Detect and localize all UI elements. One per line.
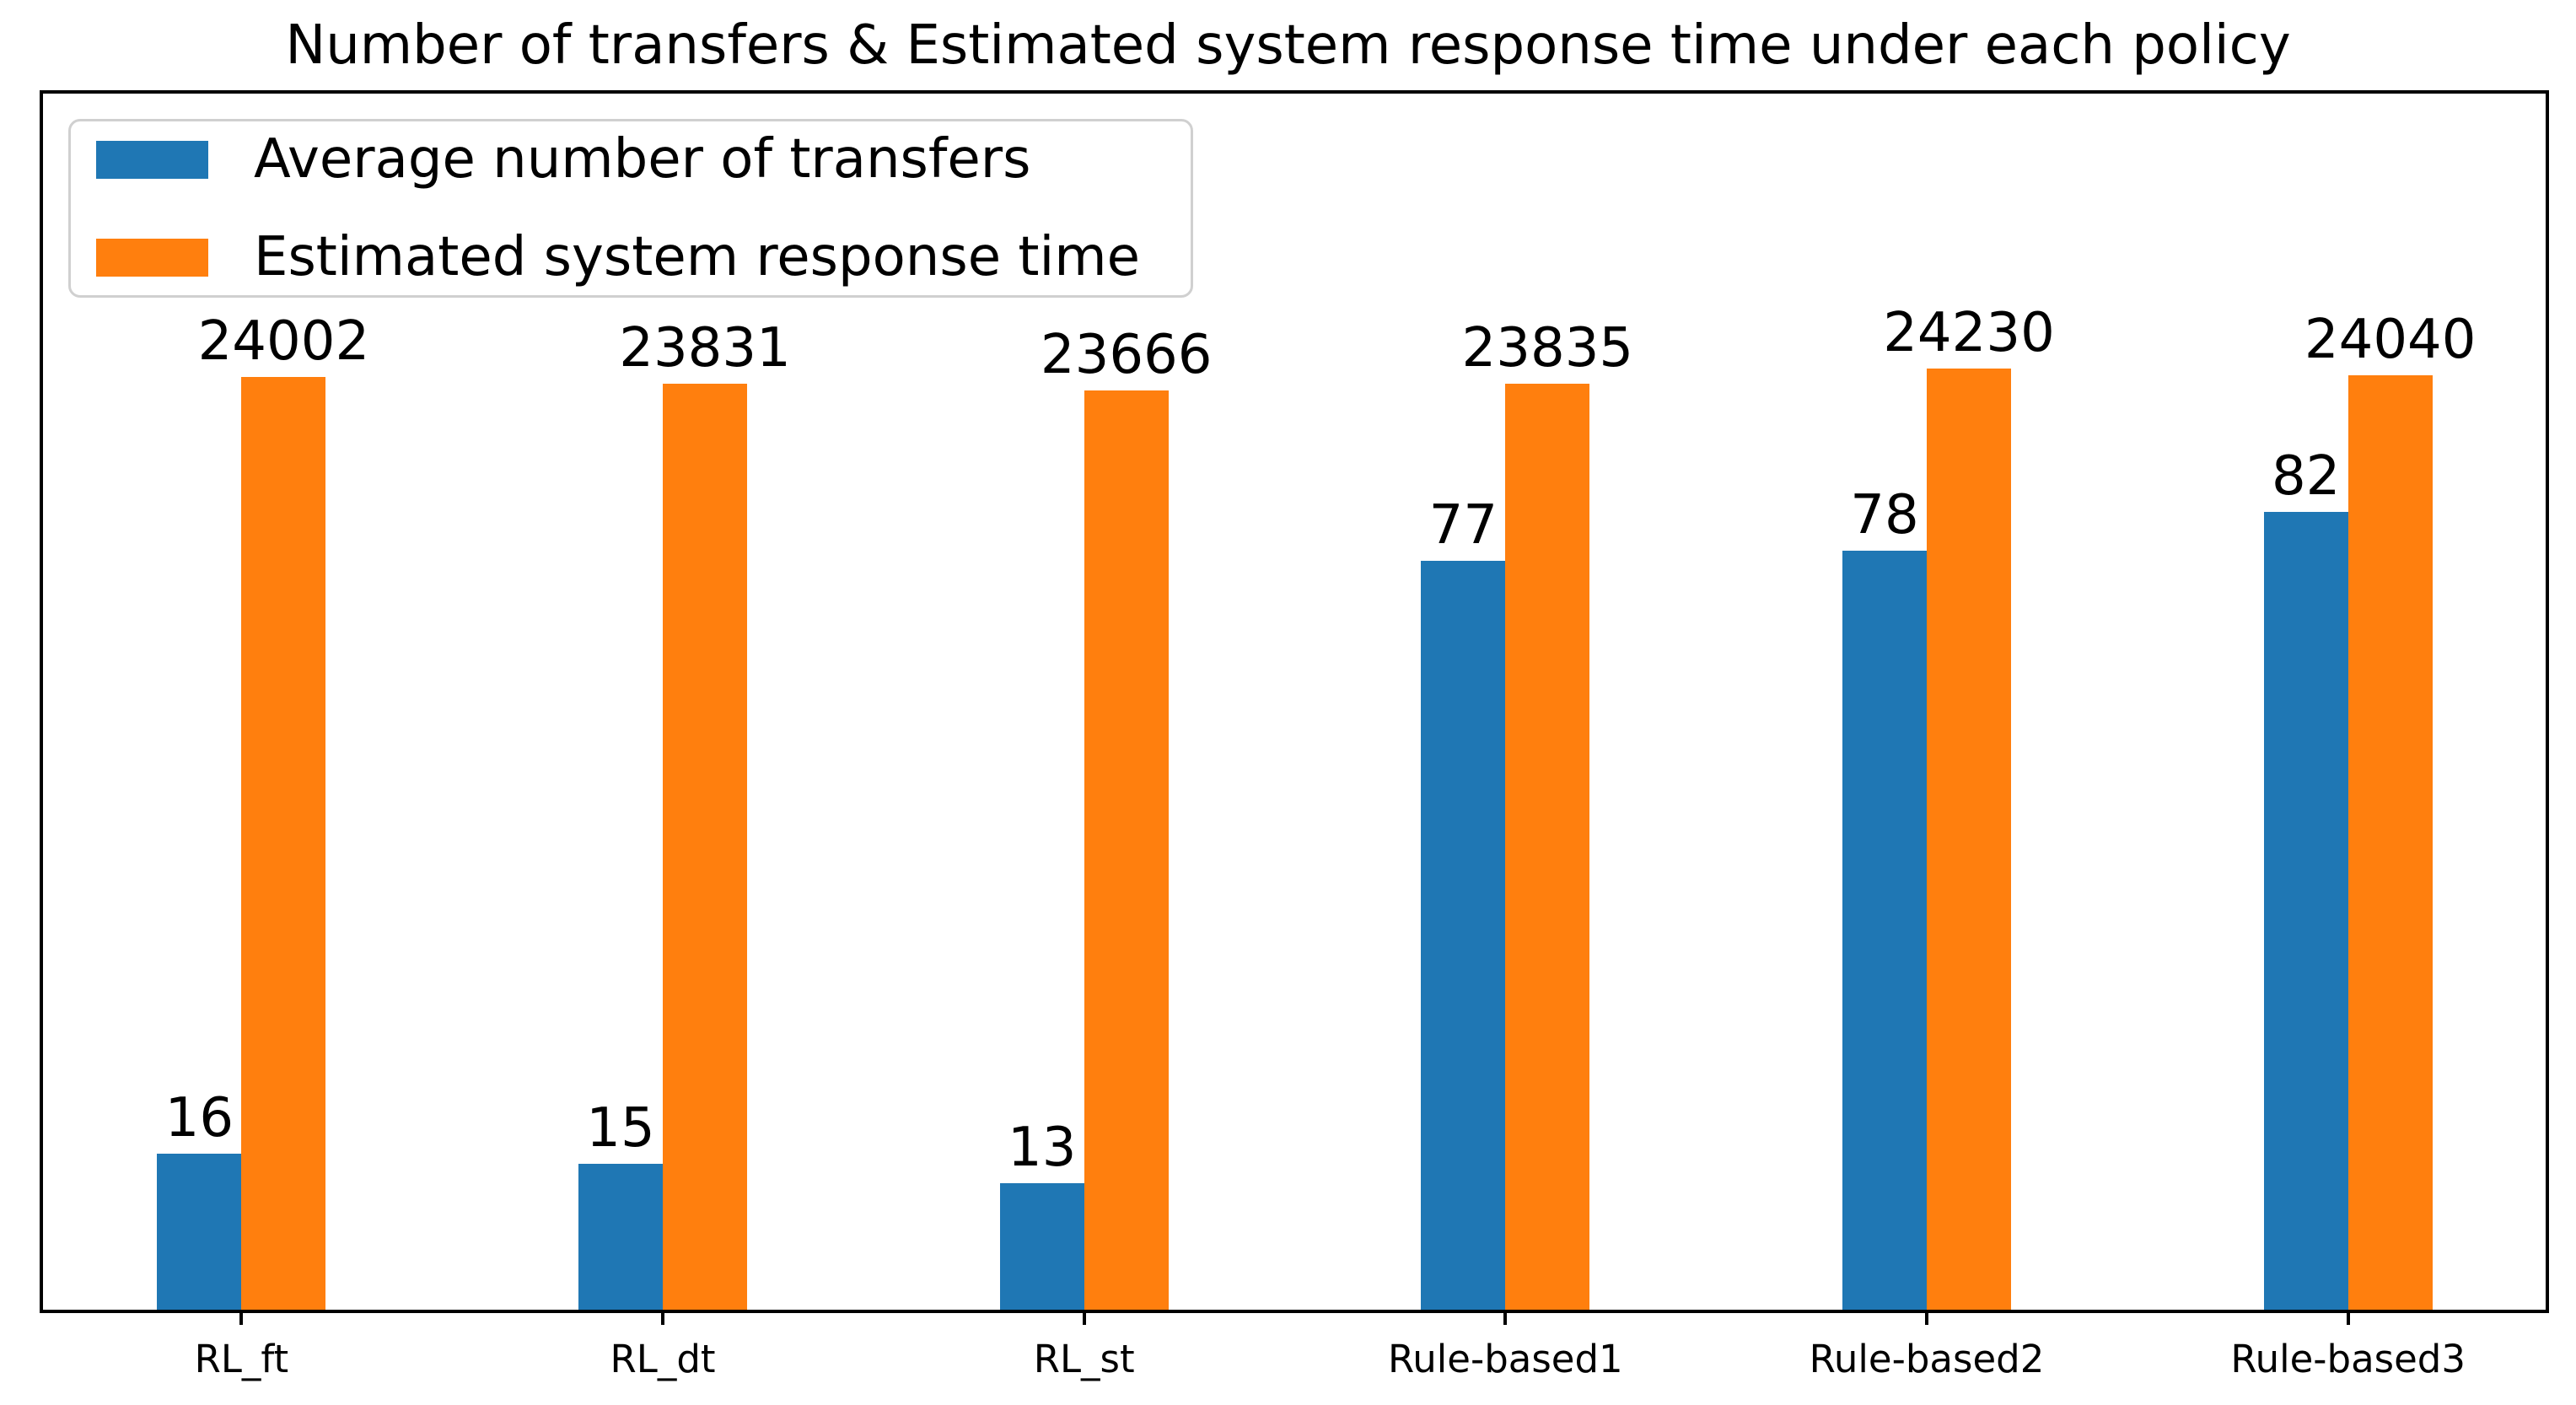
bar-transfers-RL_dt <box>578 1163 664 1310</box>
bar-transfers-RL_ft <box>157 1154 242 1310</box>
bar-response-time-RL_dt <box>663 384 748 1310</box>
legend-row-transfers: Average number of transfers <box>96 132 1165 186</box>
bar-response-time-RL_ft <box>241 377 326 1310</box>
bar-response-time-Rule-based2 <box>1927 368 2011 1310</box>
x-label-Rule-based2: Rule-based2 <box>1809 1337 2045 1381</box>
x-label-RL_ft: RL_ft <box>194 1337 289 1381</box>
bar-value-response-time-Rule-based1: 23835 <box>1461 316 1634 380</box>
legend-row-response-time: Estimated system response time <box>96 230 1165 284</box>
bar-value-transfers-Rule-based3: 82 <box>2271 445 2341 509</box>
x-tick-Rule-based2 <box>1925 1310 1928 1325</box>
x-tick-RL_st <box>1082 1310 1086 1325</box>
chart-title: Number of transfers & Estimated system r… <box>285 14 2291 77</box>
bar-value-transfers-RL_ft: 16 <box>164 1087 234 1150</box>
legend-label-transfers: Average number of transfers <box>254 128 1031 191</box>
bar-transfers-Rule-based2 <box>1842 551 1927 1310</box>
legend: Average number of transfers Estimated sy… <box>68 119 1193 298</box>
x-tick-RL_ft <box>239 1310 244 1325</box>
bar-value-transfers-RL_st: 13 <box>1007 1117 1077 1180</box>
bar-transfers-RL_st <box>999 1183 1084 1310</box>
bar-value-response-time-RL_st: 23666 <box>1040 323 1213 386</box>
bar-value-transfers-Rule-based2: 78 <box>1850 484 1919 547</box>
bar-response-time-RL_st <box>1084 390 1169 1310</box>
x-tick-Rule-based3 <box>2346 1310 2350 1325</box>
bar-value-transfers-RL_dt: 15 <box>586 1096 655 1160</box>
bar-transfers-Rule-based1 <box>1421 560 1506 1310</box>
legend-label-response-time: Estimated system response time <box>254 226 1140 288</box>
bar-value-transfers-Rule-based1: 77 <box>1428 493 1498 557</box>
bar-value-response-time-RL_dt: 23831 <box>619 317 791 380</box>
legend-swatch-response-time <box>96 238 208 277</box>
x-label-Rule-based3: Rule-based3 <box>2230 1337 2466 1381</box>
bar-transfers-Rule-based3 <box>2263 512 2348 1310</box>
plot-area: Average number of transfers Estimated sy… <box>40 90 2549 1381</box>
bar-value-response-time-Rule-based3: 24040 <box>2304 309 2477 372</box>
x-tick-RL_dt <box>661 1310 665 1325</box>
bar-response-time-Rule-based3 <box>2347 375 2433 1310</box>
x-tick-Rule-based1 <box>1503 1310 1508 1325</box>
x-label-RL_st: RL_st <box>1033 1337 1135 1381</box>
legend-swatch-transfers <box>96 140 208 179</box>
bar-value-response-time-Rule-based2: 24230 <box>1883 301 2055 364</box>
bar-value-response-time-RL_ft: 24002 <box>197 310 370 374</box>
x-label-RL_dt: RL_dt <box>610 1337 716 1381</box>
x-label-Rule-based1: Rule-based1 <box>1388 1337 1623 1381</box>
bar-response-time-Rule-based1 <box>1505 383 1590 1310</box>
